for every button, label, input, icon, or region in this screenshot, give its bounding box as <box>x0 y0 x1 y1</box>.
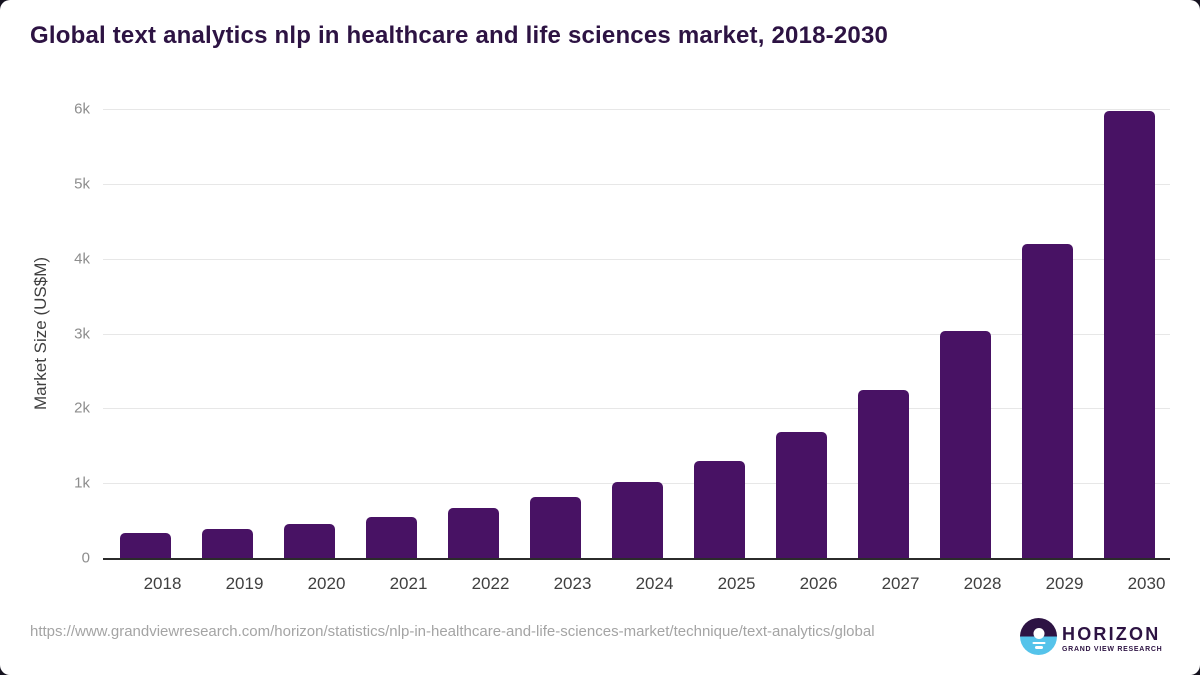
xtick-label-2029: 2029 <box>1045 574 1084 593</box>
source-url: https://www.grandviewresearch.com/horizo… <box>30 623 875 640</box>
gridline-6k <box>103 109 1170 110</box>
x-axis-tick-labels: 2018 2019 2020 2021 2022 2023 2024 2025 2026 2027… <box>120 574 1187 598</box>
sun-dot <box>1033 628 1044 639</box>
xtick-label-2021: 2021 <box>389 574 428 593</box>
y-axis-tick-labels: 0 1k 2k 3k 4k 5k 6k <box>0 101 90 567</box>
ytick-label: 4k <box>74 250 90 268</box>
chart-title: Global text analytics nlp in healthcare … <box>30 22 889 49</box>
logo-brand-text: HORIZON <box>1062 624 1161 644</box>
reflection-line-1 <box>1032 641 1045 644</box>
bar-2021 <box>366 517 417 558</box>
ytick-label: 0 <box>81 549 90 567</box>
reflection-line-2 <box>1034 646 1043 649</box>
gridline-3k <box>103 333 1170 335</box>
xtick-label-2024: 2024 <box>635 574 674 593</box>
xtick-label-2028: 2028 <box>963 574 1002 593</box>
xtick-label-2020: 2020 <box>307 574 346 593</box>
gridline-5k <box>103 183 1170 185</box>
bar-2023 <box>530 497 581 558</box>
xtick-label-2018: 2018 <box>143 574 182 593</box>
ytick-label: 3k <box>74 325 90 342</box>
xtick-label-2026: 2026 <box>799 574 838 593</box>
xtick-label-2023: 2023 <box>553 574 592 593</box>
bar-2022 <box>448 508 499 558</box>
bar-2028 <box>940 331 991 558</box>
logo-wordmark: HORIZON GRAND VIEW RESEARCH <box>1062 618 1162 653</box>
bar-2018 <box>120 533 171 558</box>
bar-2026 <box>776 432 827 558</box>
bar-2024 <box>612 482 663 558</box>
plot-area <box>103 109 1170 560</box>
ytick-label: 6k <box>74 100 90 118</box>
bar-2025 <box>694 461 745 558</box>
xtick-label-2025: 2025 <box>717 574 756 593</box>
xtick-label-2030: 2030 <box>1127 574 1166 593</box>
bar-2019 <box>202 529 253 558</box>
ytick-label: 1k <box>74 474 90 492</box>
bar-2020 <box>284 524 335 558</box>
bar-2027 <box>858 390 909 558</box>
logo-subtitle-text: GRAND VIEW RESEARCH <box>1062 646 1163 653</box>
bar-2029 <box>1022 244 1073 558</box>
ytick-label: 5k <box>74 175 90 193</box>
gridline-2k <box>103 408 1170 410</box>
bar-2030 <box>1104 111 1155 558</box>
horizon-logo: HORIZON GRAND VIEW RESEARCH <box>1020 618 1162 655</box>
xtick-label-2027: 2027 <box>881 574 920 593</box>
ytick-label: 2k <box>74 399 90 417</box>
horizon-sun-icon <box>1020 618 1057 655</box>
xtick-label-2022: 2022 <box>471 574 510 593</box>
gridline-4k <box>103 258 1170 260</box>
xtick-label-2019: 2019 <box>225 574 264 593</box>
